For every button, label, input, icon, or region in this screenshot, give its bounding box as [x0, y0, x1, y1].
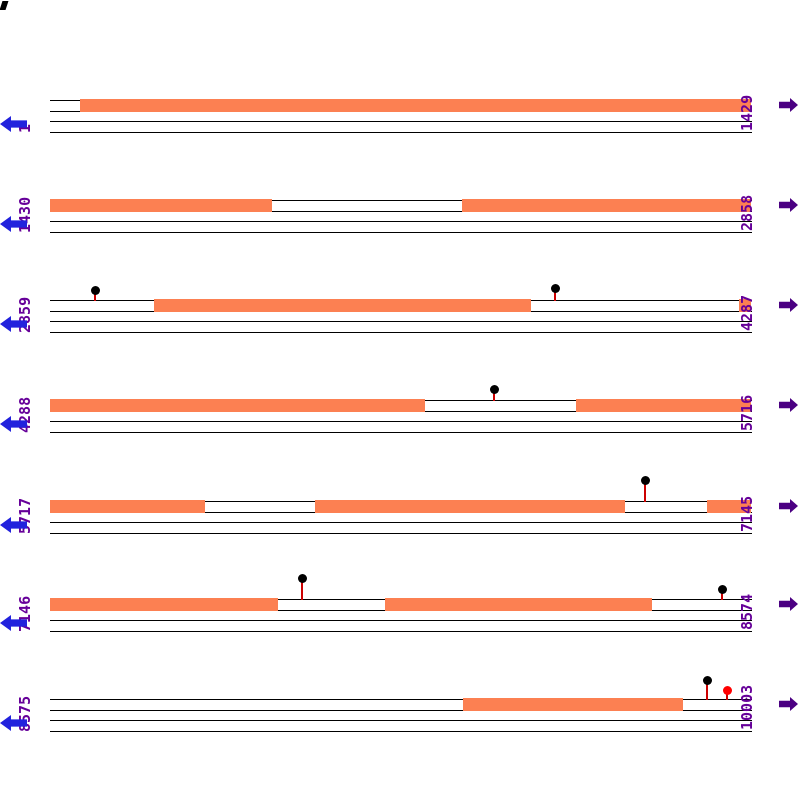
strand-line	[50, 321, 752, 323]
strand-line	[50, 121, 752, 123]
marker-dot-black	[90, 285, 100, 295]
strand-line	[50, 630, 752, 632]
right-arrow-icon	[779, 398, 798, 412]
left-arrow-icon	[0, 116, 27, 132]
right-arrow-icon	[779, 98, 798, 112]
marker-stem	[644, 480, 646, 502]
left-arrow-icon	[0, 316, 27, 332]
end-coordinate-label: 1429	[738, 94, 756, 131]
end-coordinate-label: 10003	[738, 684, 756, 730]
gene-bar	[50, 399, 425, 412]
marker-stem	[493, 389, 495, 401]
left-arrow-icon	[0, 416, 27, 432]
strand-line	[50, 532, 752, 534]
gene-bar	[50, 199, 272, 212]
strand-line	[50, 331, 752, 333]
right-arrow-icon	[779, 198, 798, 212]
left-arrow-icon	[0, 517, 27, 533]
strand-line	[50, 231, 752, 233]
strand-line	[50, 421, 752, 423]
strand-line	[50, 720, 752, 722]
marker-stem	[726, 690, 728, 700]
marker-dot-black	[702, 675, 712, 685]
gene-bar	[154, 299, 531, 312]
strand-line	[50, 620, 752, 622]
strand-line	[50, 131, 752, 133]
gene-bar	[463, 698, 683, 711]
end-coordinate-label: 8574	[738, 593, 756, 630]
marker-dot-black	[489, 384, 499, 394]
corner-glyph-artifact	[0, 1, 9, 10]
right-arrow-icon	[779, 298, 798, 312]
marker-dot-black	[550, 283, 560, 293]
gene-bar	[576, 399, 751, 412]
gene-bar	[315, 500, 625, 513]
end-coordinate-label: 5716	[738, 394, 756, 431]
marker-stem	[94, 290, 96, 301]
marker-stem	[554, 288, 556, 301]
left-arrow-icon	[0, 715, 27, 731]
marker-dot-red	[722, 685, 732, 695]
strand-line	[50, 730, 752, 732]
marker-dot-black	[297, 573, 307, 583]
strand-line	[50, 221, 752, 223]
marker-dot-black	[640, 475, 650, 485]
gene-bar	[50, 500, 205, 513]
right-arrow-icon	[779, 499, 798, 513]
strand-line	[50, 200, 752, 202]
gene-bar	[385, 598, 652, 611]
gene-bar	[50, 598, 278, 611]
marker-stem	[706, 680, 708, 700]
strand-line	[50, 709, 752, 711]
gene-bar	[80, 99, 751, 112]
marker-stem	[721, 589, 723, 600]
right-arrow-icon	[779, 697, 798, 711]
end-coordinate-label: 4287	[738, 294, 756, 331]
right-arrow-icon	[779, 597, 798, 611]
strand-line	[50, 210, 752, 212]
gene-bar	[707, 500, 751, 513]
end-coordinate-label: 7145	[738, 495, 756, 532]
strand-line	[50, 522, 752, 524]
end-coordinate-label: 2858	[738, 194, 756, 231]
gene-bar	[462, 199, 751, 212]
strand-line	[50, 699, 752, 701]
marker-stem	[301, 578, 303, 600]
marker-dot-black	[717, 584, 727, 594]
strand-line	[50, 431, 752, 433]
gene-bar	[739, 299, 751, 312]
left-arrow-icon	[0, 615, 27, 631]
left-arrow-icon	[0, 216, 27, 232]
